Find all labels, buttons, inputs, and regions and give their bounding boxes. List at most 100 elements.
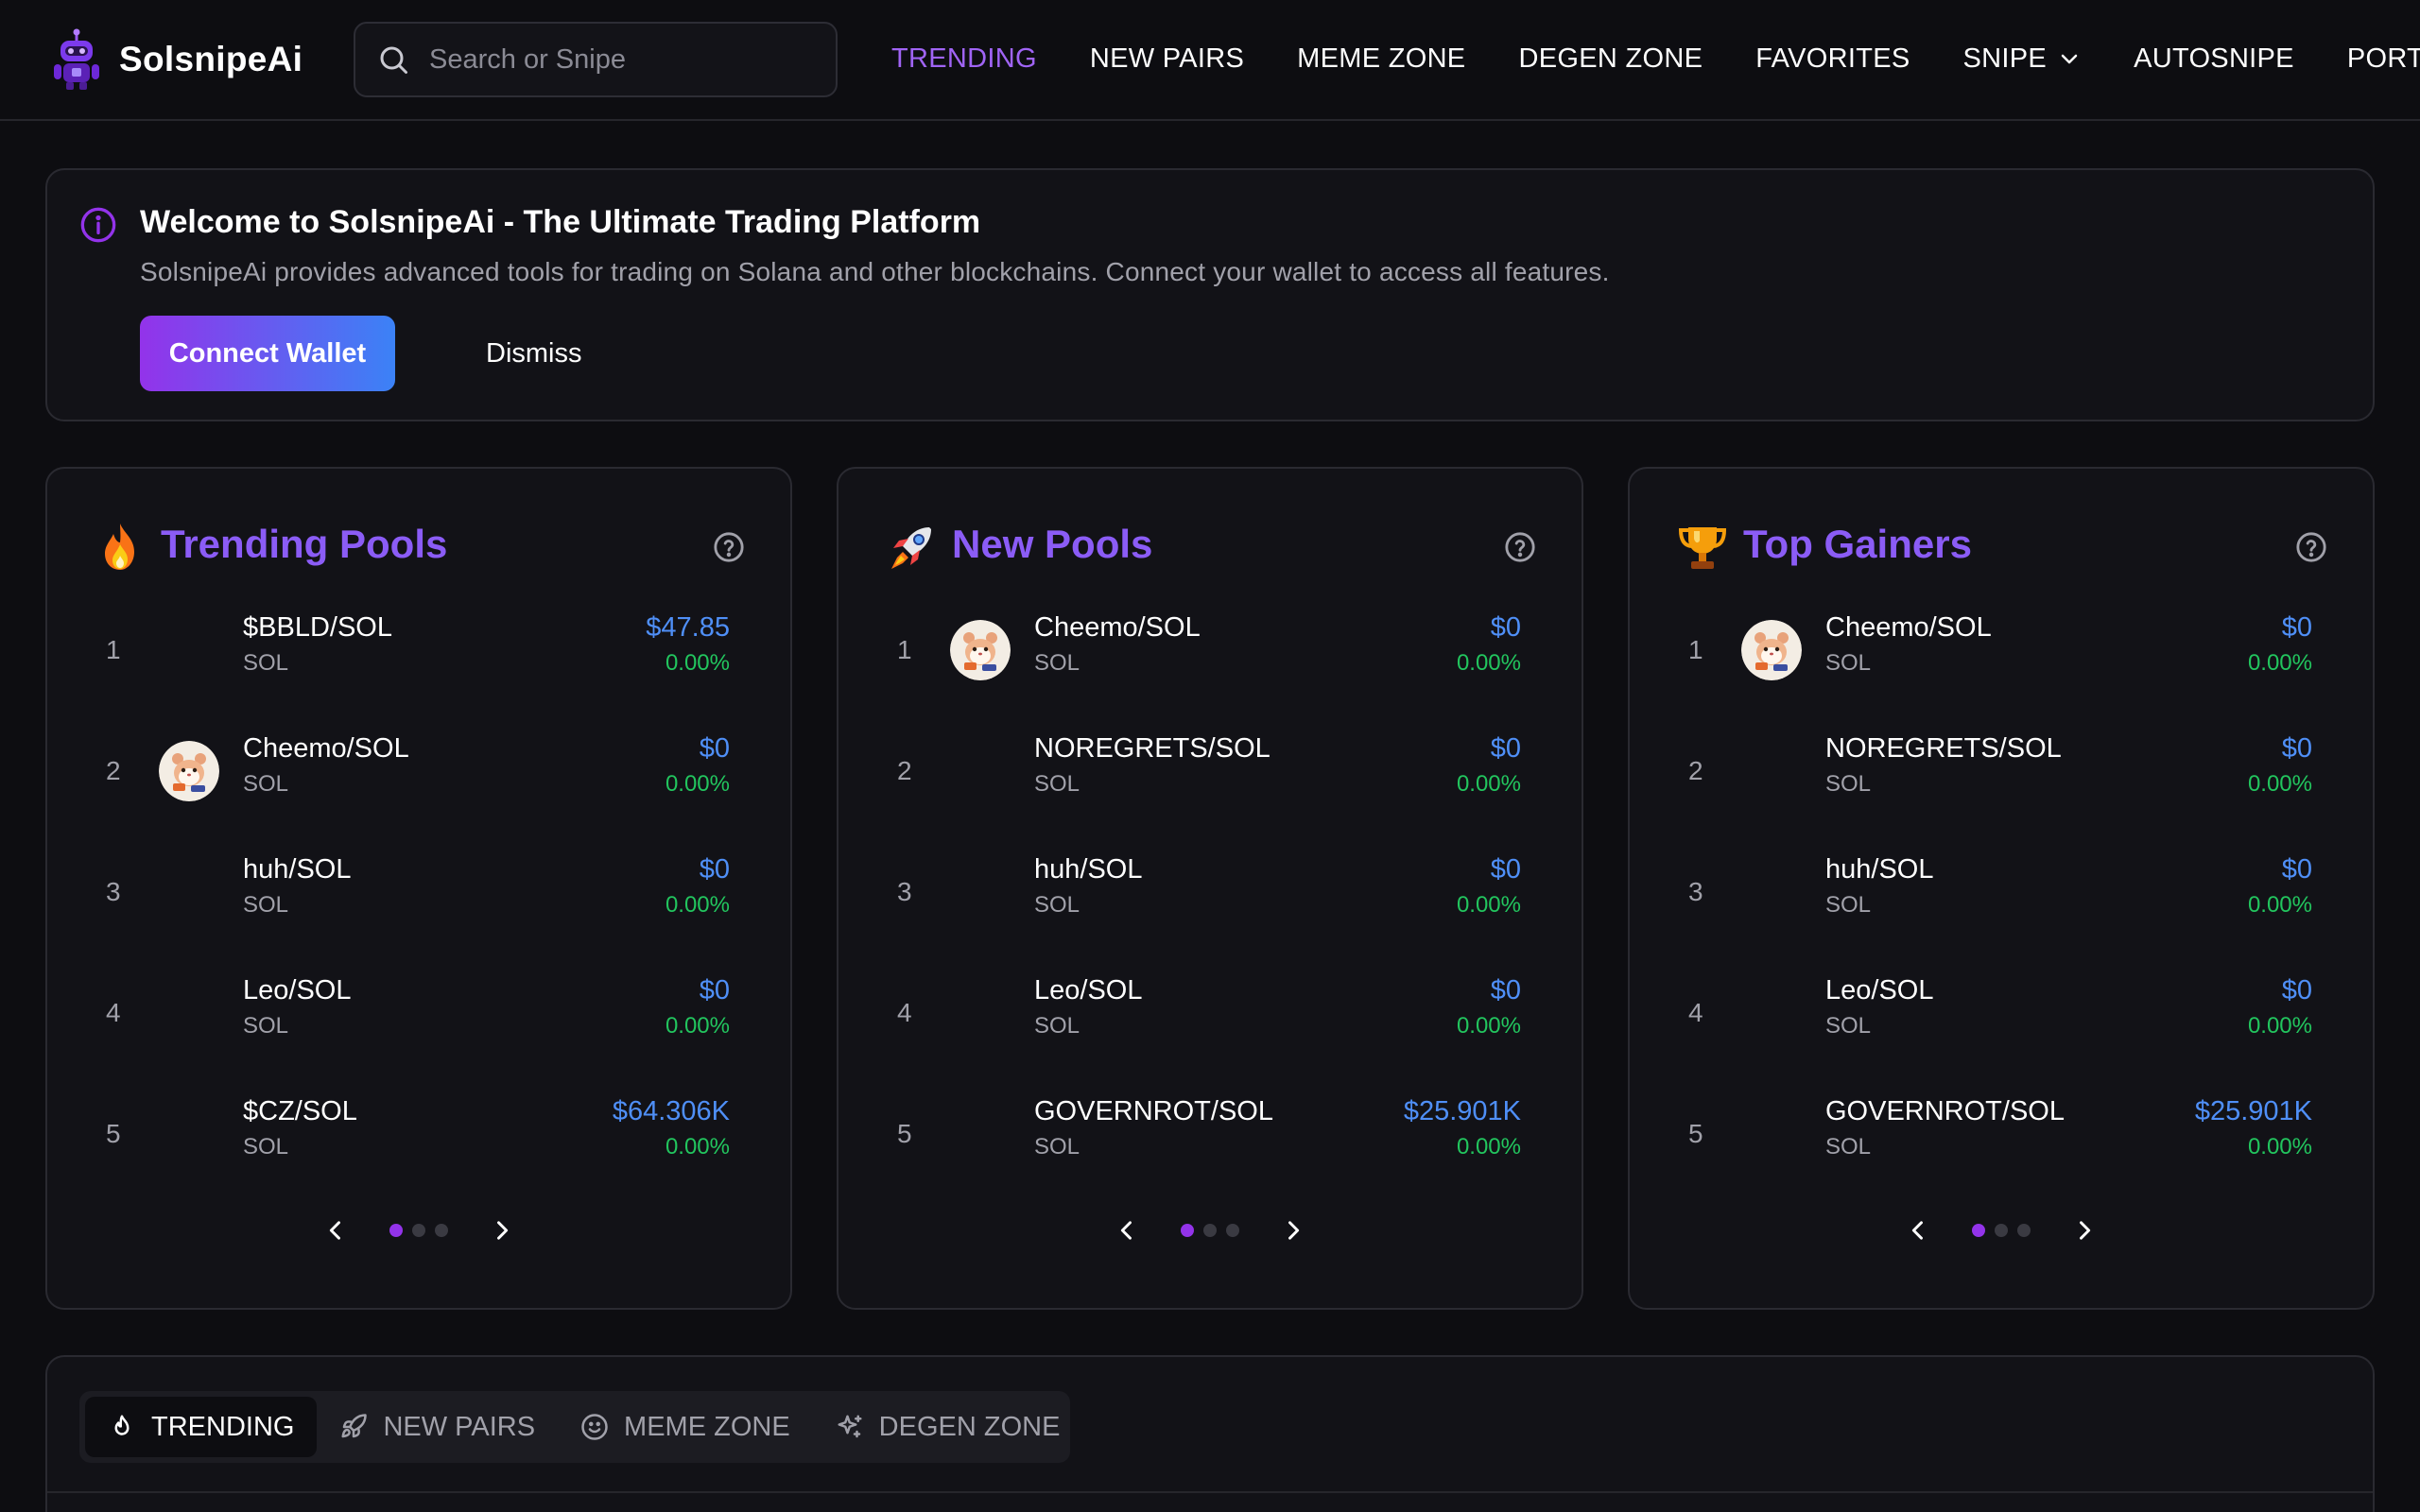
nav-label: DEGEN ZONE <box>1518 43 1703 74</box>
help-icon[interactable] <box>2295 531 2327 563</box>
pool-change: 0.00% <box>665 1134 730 1160</box>
pool-change: 0.00% <box>665 771 730 797</box>
tab-new-pairs[interactable]: NEW PAIRS <box>317 1397 558 1457</box>
pool-rank: 3 <box>897 877 912 906</box>
pool-pair: Leo/SOL <box>243 975 352 1005</box>
tab-label: MEME ZONE <box>624 1411 790 1442</box>
pool-rank: 5 <box>106 1119 121 1148</box>
banner-title: Welcome to SolsnipeAi - The Ultimate Tra… <box>140 204 981 240</box>
pagination <box>47 1211 790 1249</box>
chevron-left-icon[interactable] <box>1905 1217 1931 1244</box>
pool-rank: 4 <box>106 998 121 1027</box>
pool-row[interactable]: 1 Cheemo/SOL SOL $0 0.00% <box>838 590 1582 711</box>
pool-pair: GOVERNROT/SOL <box>1825 1096 2065 1126</box>
search-box[interactable] <box>354 22 838 97</box>
nav-favorites[interactable]: FAVORITES <box>1755 43 1910 75</box>
page-dot[interactable] <box>435 1224 448 1237</box>
nav-autosnipe[interactable]: AUTOSNIPE <box>2134 43 2294 75</box>
info-icon <box>80 207 116 243</box>
page-dot-active[interactable] <box>1972 1224 1985 1237</box>
pool-chain: SOL <box>243 1013 289 1039</box>
nav-new-pairs[interactable]: NEW PAIRS <box>1090 43 1244 75</box>
sparkles-icon <box>838 1415 862 1438</box>
pool-row[interactable]: 5 $CZ/SOL SOL $64.306K 0.00% <box>47 1074 790 1194</box>
chevron-right-icon[interactable] <box>1280 1217 1306 1244</box>
chevron-right-icon[interactable] <box>489 1217 515 1244</box>
hamster-avatar-icon <box>950 620 1011 680</box>
page-dot[interactable] <box>412 1224 425 1237</box>
page-dot[interactable] <box>1203 1224 1217 1237</box>
pool-list: 1 Cheemo/SOL SOL $0 0.00% 2 NORE <box>838 590 1582 1194</box>
pool-pair: huh/SOL <box>1825 854 1934 885</box>
pool-row[interactable]: 2 NOREGRETS/SOL SOL $0 0.00% <box>838 711 1582 832</box>
pool-pair: GOVERNROT/SOL <box>1034 1096 1273 1126</box>
tab-meme-zone[interactable]: MEME ZONE <box>558 1397 813 1457</box>
trending-pools-card: Trending Pools 1 $BBLD/SOL SOL $47.85 0.… <box>45 467 792 1310</box>
pool-pair: Leo/SOL <box>1825 975 1934 1005</box>
pool-row[interactable]: 1 Cheemo/SOL SOL $0 0.00% <box>1630 590 2373 711</box>
nav-trending[interactable]: TRENDING <box>891 43 1037 75</box>
dismiss-button[interactable]: Dismiss <box>463 316 605 391</box>
tab-degen-zone[interactable]: DEGEN ZONE <box>813 1397 1083 1457</box>
pool-list: 1 $BBLD/SOL SOL $47.85 0.00% 2 C <box>47 590 790 1194</box>
pool-rank: 4 <box>897 998 912 1027</box>
logo[interactable]: SolsnipeAi <box>47 28 302 91</box>
pagination <box>838 1211 1582 1249</box>
nav-snipe-dropdown[interactable]: SNIPE <box>1963 43 2082 75</box>
flame-icon <box>114 1415 130 1435</box>
pool-pair: $BBLD/SOL <box>243 612 392 643</box>
chevron-right-icon[interactable] <box>2071 1217 2098 1244</box>
search-input[interactable] <box>427 35 809 84</box>
nav-label: AUTOSNIPE <box>2134 43 2294 74</box>
pool-pair: $CZ/SOL <box>243 1096 357 1126</box>
chevron-left-icon[interactable] <box>322 1217 349 1244</box>
pool-rank: 1 <box>106 635 121 664</box>
pool-row[interactable]: 5 GOVERNROT/SOL SOL $25.901K 0.00% <box>1630 1074 2373 1194</box>
pool-row[interactable]: 4 Leo/SOL SOL $0 0.00% <box>1630 953 2373 1074</box>
pool-row[interactable]: 4 Leo/SOL SOL $0 0.00% <box>838 953 1582 1074</box>
pool-row[interactable]: 1 $BBLD/SOL SOL $47.85 0.00% <box>47 590 790 711</box>
tab-trending[interactable]: TRENDING <box>85 1397 318 1457</box>
pool-chain: SOL <box>243 1134 289 1160</box>
chevron-left-icon[interactable] <box>1114 1217 1140 1244</box>
page-dot[interactable] <box>1226 1224 1239 1237</box>
pool-row[interactable]: 3 huh/SOL SOL $0 0.00% <box>1630 832 2373 953</box>
pool-row[interactable]: 4 Leo/SOL SOL $0 0.00% <box>47 953 790 1074</box>
pool-change: 0.00% <box>2247 650 2312 676</box>
pool-row[interactable]: 2 Cheemo/SOL SOL $0 0.00% <box>47 711 790 832</box>
pool-chain: SOL <box>1034 771 1080 797</box>
nav-degen-zone[interactable]: DEGEN ZONE <box>1518 43 1703 75</box>
help-icon[interactable] <box>713 531 745 563</box>
pool-rank: 2 <box>106 756 121 785</box>
trophy-icon <box>1678 527 1727 569</box>
pool-change: 0.00% <box>2247 892 2312 918</box>
pool-price: $0 <box>699 854 730 885</box>
page-dot-active[interactable] <box>1181 1224 1194 1237</box>
page-dot[interactable] <box>1995 1224 2008 1237</box>
pool-pair: huh/SOL <box>1034 854 1143 885</box>
page-dot[interactable] <box>2017 1224 2031 1237</box>
pool-row[interactable]: 3 huh/SOL SOL $0 0.00% <box>838 832 1582 953</box>
nav-meme-zone[interactable]: MEME ZONE <box>1297 43 1465 75</box>
pool-change: 0.00% <box>665 650 730 676</box>
pool-row[interactable]: 3 huh/SOL SOL $0 0.00% <box>47 832 790 953</box>
pool-change: 0.00% <box>665 892 730 918</box>
page-dot-active[interactable] <box>389 1224 403 1237</box>
pagination <box>1630 1211 2373 1249</box>
tab-label: NEW PAIRS <box>383 1411 536 1442</box>
pool-rank: 1 <box>1688 635 1703 664</box>
pool-row[interactable]: 5 GOVERNROT/SOL SOL $25.901K 0.00% <box>838 1074 1582 1194</box>
smile-icon <box>581 1414 608 1440</box>
pool-price: $0 <box>1490 733 1521 764</box>
card-title: Top Gainers <box>1743 522 1972 566</box>
nav-portfolio[interactable]: PORTFOLIO <box>2347 43 2420 75</box>
connect-wallet-button[interactable]: Connect Wallet <box>140 316 395 391</box>
help-icon[interactable] <box>1504 531 1536 563</box>
pool-row[interactable]: 2 NOREGRETS/SOL SOL $0 0.00% <box>1630 711 2373 832</box>
pool-chain: SOL <box>1034 1013 1080 1039</box>
pairs-section: TRENDING NEW PAIRS MEME ZONE <box>45 1355 2375 1512</box>
pool-change: 0.00% <box>1456 771 1521 797</box>
tab-label: TRENDING <box>151 1411 295 1442</box>
pool-rank: 1 <box>897 635 912 664</box>
pool-chain: SOL <box>1825 650 1872 676</box>
